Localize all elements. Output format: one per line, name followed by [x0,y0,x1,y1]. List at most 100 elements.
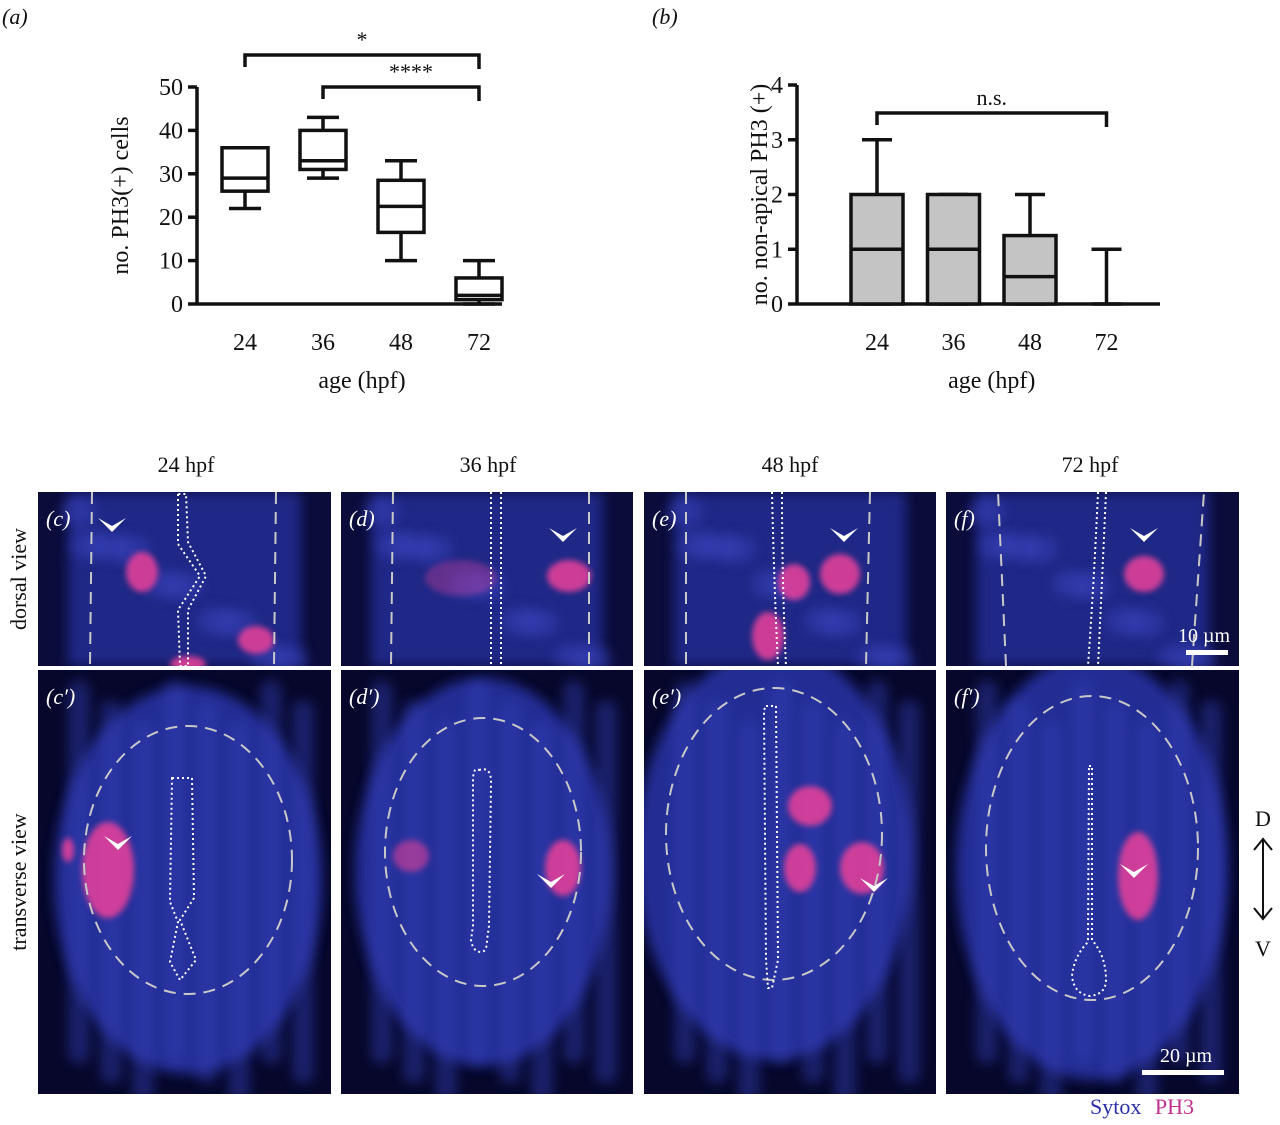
arrowhead-marker [104,836,132,850]
scalebar-transverse [1142,1070,1224,1075]
nucleus-blur [979,531,1015,559]
lumen-outline [469,768,493,954]
box-24 [849,138,905,306]
column-blur [770,680,792,1064]
dorsal-tile-1: (d) [341,492,633,666]
ph3-cell [840,842,884,894]
y-tick-label: 40 [159,118,183,144]
lumen-outline [1070,765,1108,998]
ventral-axis-label: V [1255,936,1271,961]
column-blur [403,700,425,1084]
arrowhead-marker [537,874,565,888]
box-iqr [220,146,270,193]
nucleus-blur [1053,570,1089,598]
bracket-line [243,53,481,69]
arrowhead-marker [1130,528,1158,542]
ph3-cell [126,552,158,592]
y-tick-label: 3 [771,128,783,154]
tissue-boundary [865,492,871,666]
significance-bracket: **** [321,59,481,101]
nucleus-blur [1106,607,1142,635]
dorsal-tile-0: (c) [38,492,331,666]
y-axis-label: no. non-apical PH3 (+) [747,84,773,305]
column-title-72hpf: 72 hpf [1061,452,1119,477]
ph3-cell [820,554,860,594]
x-tick-label: 48 [389,330,413,356]
arrowhead-shape [1130,528,1158,542]
ph3-cell [425,560,497,596]
arrowhead-marker [860,878,888,892]
column-title-48hpf: 48 hpf [761,452,819,477]
box-72 [1091,247,1122,306]
lumen-outline [771,492,787,666]
nucleus-blur [679,531,715,559]
chart-b-boxplot: 0 1 2 3 4 24 36 48 72 age (hpf) no. non-apical PH3… [747,73,1160,394]
transverse-tile-0-image: (c′) [38,670,331,1094]
column-blur [371,680,393,1064]
dorsal-panel-label: (e) [652,506,676,531]
dorsal-tile-3: (f) 10 µm [946,492,1239,666]
x-axis-label: age (hpf) [948,368,1035,394]
legend-ph3: PH3 [1154,1094,1194,1119]
legend-sytox: Sytox [1090,1094,1142,1119]
column-blur [68,680,90,1064]
lumen-outline [176,493,208,666]
neural-tube-outline [985,695,1199,1001]
box-36 [298,115,348,180]
arrowhead-shape [537,874,565,888]
arrowhead-marker [98,518,126,532]
panel-b-label: (b) [652,4,678,29]
dorsal-tile-3-image: (f) 10 µm [946,492,1239,666]
dorsal-panel-label: (d) [349,506,375,531]
nucleus-blur [198,607,234,635]
nucleus-blur [555,644,591,666]
y-tick-label: 4 [771,73,783,99]
box-48 [1002,192,1058,306]
column-blur [898,700,920,1084]
x-tick-label: 24 [233,330,257,356]
x-tick-label: 36 [311,330,335,356]
column-blur [1072,680,1094,1064]
arrowhead-shape [104,836,132,850]
row-label-dorsal: dorsal view [6,528,31,630]
dorsal-tile-1-image: (d) [341,492,633,666]
x-axis-label: age (hpf) [318,368,405,394]
x-tick-label: 36 [942,330,966,356]
tissue-boundary [1191,492,1205,666]
x-tick-label: 72 [1095,330,1119,356]
box-36 [925,192,982,306]
arrowhead-marker [549,528,577,542]
y-tick-label: 30 [159,162,183,188]
transverse-panel-label: (c′) [46,684,75,709]
column-blur [467,680,489,1064]
x-tick-label: 48 [1018,330,1042,356]
ph3-cell [170,656,206,666]
nucleus-blur [363,498,399,526]
tissue-boundary [390,492,394,666]
y-tick-label: 2 [771,183,783,209]
ph3-cell [1124,556,1164,592]
significance-label: * [357,27,368,52]
y-tick-label: 0 [171,292,183,318]
arrowhead-shape [549,528,577,542]
ph3-cell [778,564,810,600]
y-tick-label: 10 [159,249,183,275]
tissue-boundary [273,492,277,666]
lumen-outline [168,777,198,982]
dorsal-tile-0-image: (c) [38,492,331,666]
chart-a-boxplot: 0 10 20 30 40 50 24 36 48 72 age (hpf) no. PH3(+) c… [108,27,504,394]
row-label-transverse: transverse view [6,813,31,951]
tissue-boundary [89,492,93,666]
column-title-24hpf: 24 hpf [157,452,215,477]
significance-label: **** [389,59,433,84]
dorsal-axis-label: D [1255,806,1271,831]
scalebar-dorsal-label: 10 µm [1178,625,1231,647]
dorsal-panel-label: (c) [46,506,70,531]
dorsal-panel-label: (f) [954,506,975,531]
nucleus-blur [666,498,702,526]
column-blur [834,720,856,1094]
y-tick-label: 1 [771,237,783,263]
ph3-cell [784,844,816,892]
significance-bracket: * [243,27,481,69]
row-label-dorsal-wrap: dorsal view [0,492,36,666]
